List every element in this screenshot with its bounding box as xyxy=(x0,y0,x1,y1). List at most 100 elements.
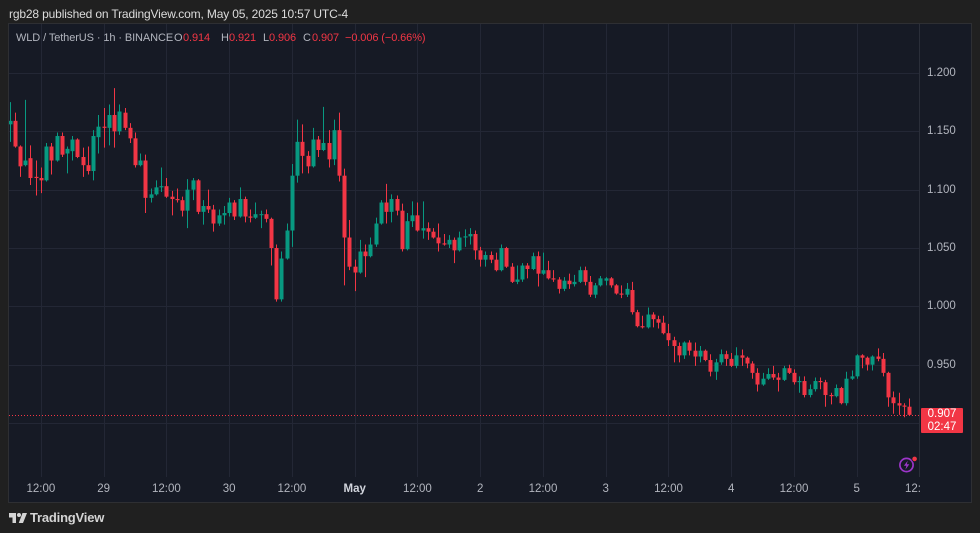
candle-body xyxy=(159,186,164,188)
candle-body xyxy=(766,374,771,379)
candle-body xyxy=(682,342,687,356)
candle-body xyxy=(750,363,755,373)
candle-body xyxy=(185,189,190,211)
candle xyxy=(761,372,766,386)
candle xyxy=(44,143,49,182)
legend-high-value: 0.921 xyxy=(229,32,257,44)
candle xyxy=(133,132,138,168)
candle-body xyxy=(593,285,598,295)
candle xyxy=(138,153,143,167)
candle-body xyxy=(677,346,682,356)
candle-body xyxy=(870,356,875,365)
candle xyxy=(776,372,781,392)
candle-body xyxy=(724,354,729,359)
time-tick-label: 12:00 xyxy=(779,483,809,495)
candle xyxy=(708,354,713,377)
candle-body xyxy=(170,196,175,200)
candle xyxy=(646,307,651,329)
candle xyxy=(447,235,452,249)
candle-body xyxy=(415,215,420,231)
candle xyxy=(897,392,902,415)
candle xyxy=(844,371,849,406)
candle-body xyxy=(463,236,468,238)
candle-body xyxy=(865,357,870,365)
candle xyxy=(504,246,509,268)
candle xyxy=(823,379,828,407)
candle-body xyxy=(666,333,671,341)
candle xyxy=(91,130,96,181)
time-tick-label: 12:00 xyxy=(26,483,56,495)
candle xyxy=(269,217,274,266)
candle-body xyxy=(510,266,515,282)
candle xyxy=(661,315,666,335)
time-tick-label: 12:00 xyxy=(654,483,683,495)
candle xyxy=(881,353,886,377)
candle-body xyxy=(881,358,886,373)
candle-body xyxy=(551,278,556,280)
candle-body xyxy=(395,199,400,211)
time-tick-label: 12:00 xyxy=(277,483,307,495)
candle-body xyxy=(515,279,520,282)
price-tick-label: 0.950 xyxy=(927,358,956,371)
candle xyxy=(191,178,196,201)
candle-body xyxy=(332,130,337,160)
candle-body xyxy=(876,356,881,359)
candle xyxy=(672,336,677,363)
candle-body xyxy=(588,281,593,295)
candle xyxy=(9,102,13,142)
legend-symbol[interactable]: WLD / TetherUS · 1h · BINANCE xyxy=(16,32,174,44)
candle xyxy=(415,202,420,232)
candle-body xyxy=(860,355,865,358)
candle xyxy=(525,263,530,279)
candle-body xyxy=(708,360,713,372)
candle-body xyxy=(211,209,216,224)
candle-body xyxy=(531,256,536,270)
candle-body xyxy=(232,202,237,217)
candle xyxy=(175,188,180,203)
candle xyxy=(531,252,536,271)
candle xyxy=(264,209,269,223)
candle-body xyxy=(703,350,708,361)
candle xyxy=(792,369,797,385)
candle xyxy=(630,281,635,315)
candle xyxy=(808,384,813,398)
candle-body xyxy=(342,175,347,238)
candle xyxy=(306,151,311,174)
candle xyxy=(185,179,190,229)
lightning-alert-icon[interactable] xyxy=(898,456,920,478)
candle xyxy=(729,353,734,368)
candle-body xyxy=(222,213,227,216)
chart-plot-area[interactable] xyxy=(9,24,919,477)
candle-body xyxy=(426,228,431,232)
candle xyxy=(541,252,546,275)
candle xyxy=(238,187,243,218)
candle xyxy=(102,108,107,148)
time-tick-label: 30 xyxy=(222,483,236,495)
candle-body xyxy=(290,175,295,231)
candle-body xyxy=(536,256,541,274)
candle-body xyxy=(138,160,143,166)
candle xyxy=(797,376,802,393)
candle xyxy=(290,164,295,247)
candle-body xyxy=(541,270,546,274)
candle xyxy=(473,230,478,260)
time-tick-label: 12:00 xyxy=(152,483,181,495)
candle-body xyxy=(253,214,258,218)
candle xyxy=(431,228,436,239)
candle xyxy=(347,220,352,271)
candle xyxy=(588,276,593,298)
candle-body xyxy=(698,350,703,357)
candle-body xyxy=(112,115,117,132)
candle-body xyxy=(327,143,332,160)
candle xyxy=(196,179,201,215)
candle xyxy=(457,231,462,252)
candle xyxy=(687,340,692,356)
candle xyxy=(222,206,227,225)
candle-body xyxy=(813,381,818,390)
candle xyxy=(750,361,755,379)
time-tick-label: 12:00 xyxy=(528,483,558,495)
candle-body xyxy=(384,202,389,212)
candle xyxy=(724,350,729,366)
candle-body xyxy=(28,158,33,179)
candle-body xyxy=(614,285,619,294)
